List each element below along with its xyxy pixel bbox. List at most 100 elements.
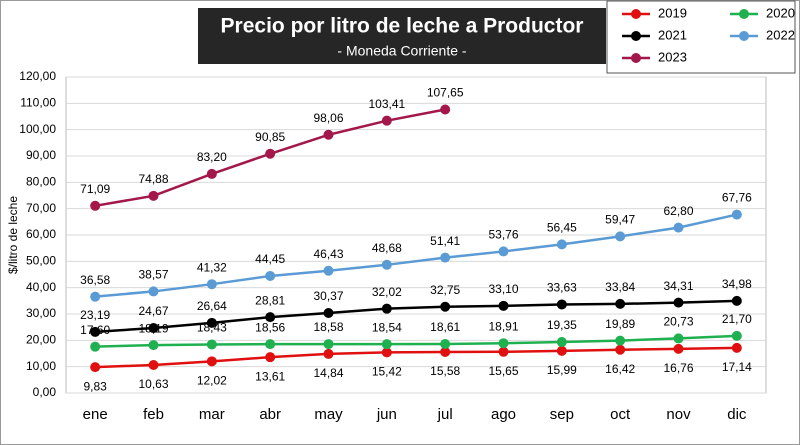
data-label: 14,84 xyxy=(313,366,343,380)
data-label: 34,31 xyxy=(663,279,693,293)
data-label: 107,65 xyxy=(427,86,464,100)
data-label: 18,58 xyxy=(313,320,343,334)
data-point xyxy=(673,333,684,344)
data-point xyxy=(556,345,567,356)
data-label: 48,68 xyxy=(372,241,402,255)
data-point xyxy=(323,348,334,359)
data-label: 15,99 xyxy=(547,363,577,377)
y-tick-label: 120,00 xyxy=(19,69,56,83)
data-point xyxy=(731,330,742,341)
data-label: 28,81 xyxy=(255,293,285,307)
data-point xyxy=(323,265,334,276)
data-point xyxy=(381,115,392,126)
x-tick-label: feb xyxy=(143,406,164,423)
data-point xyxy=(265,148,276,159)
data-label: 98,06 xyxy=(313,111,343,125)
data-label: 18,91 xyxy=(488,319,518,333)
legend-label: 2020 xyxy=(766,5,795,20)
data-point xyxy=(148,190,159,201)
data-point xyxy=(731,342,742,353)
data-label: 15,65 xyxy=(488,364,518,378)
x-tick-label: jul xyxy=(437,406,453,423)
legend-marker xyxy=(631,31,641,41)
legend-marker xyxy=(631,9,641,19)
data-point xyxy=(323,129,334,140)
legend-marker xyxy=(739,31,749,41)
y-tick-label: 90,00 xyxy=(26,148,56,162)
x-tick-label: ago xyxy=(491,406,516,423)
data-point xyxy=(265,270,276,281)
data-point xyxy=(556,239,567,250)
data-point xyxy=(381,259,392,270)
x-tick-label: nov xyxy=(666,406,691,423)
data-label: 53,76 xyxy=(488,228,518,242)
chart-subtitle: - Moneda Corriente - xyxy=(337,43,467,59)
x-tick-label: dic xyxy=(727,406,747,423)
data-label: 34,98 xyxy=(722,277,752,291)
data-point xyxy=(440,346,451,357)
data-label: 32,02 xyxy=(372,285,402,299)
data-point xyxy=(498,346,509,357)
series-line xyxy=(95,334,737,348)
data-point xyxy=(673,297,684,308)
data-label: 33,84 xyxy=(605,280,635,294)
data-point xyxy=(206,168,217,179)
y-tick-label: 80,00 xyxy=(26,175,56,189)
data-point xyxy=(148,286,159,297)
x-tick-label: mar xyxy=(199,406,225,423)
series-line xyxy=(95,346,737,369)
data-label: 23,19 xyxy=(80,308,110,322)
data-label: 36,58 xyxy=(80,273,110,287)
data-label: 13,61 xyxy=(255,369,285,383)
data-label: 33,10 xyxy=(488,282,518,296)
data-point xyxy=(440,252,451,263)
data-point xyxy=(90,341,101,352)
y-tick-label: 50,00 xyxy=(26,254,56,268)
series-line xyxy=(95,213,738,298)
data-label: 9,83 xyxy=(83,379,107,393)
data-label: 90,85 xyxy=(255,130,285,144)
data-point xyxy=(381,339,392,350)
y-tick-label: 60,00 xyxy=(26,227,56,241)
data-point xyxy=(731,209,742,220)
legend-label: 2021 xyxy=(658,27,687,42)
data-label: 74,88 xyxy=(138,172,168,186)
x-tick-label: jun xyxy=(376,406,397,423)
legend-marker xyxy=(631,53,641,63)
data-label: 32,75 xyxy=(430,283,460,297)
data-label: 44,45 xyxy=(255,252,285,266)
legend-label: 2023 xyxy=(658,49,687,64)
data-label: 30,37 xyxy=(313,289,343,303)
series-line xyxy=(95,299,737,334)
data-point xyxy=(323,339,334,350)
data-point xyxy=(265,312,276,323)
data-label: 103,41 xyxy=(368,97,405,111)
data-point xyxy=(615,231,626,242)
data-label: 67,76 xyxy=(722,191,752,205)
data-point xyxy=(381,303,392,314)
chart-title: Precio por litro de leche a Productor xyxy=(221,15,584,38)
data-label: 83,20 xyxy=(197,150,227,164)
data-label: 41,32 xyxy=(197,260,227,274)
data-label: 12,02 xyxy=(197,374,227,388)
data-label: 33,63 xyxy=(547,281,577,295)
title-box xyxy=(198,8,606,64)
data-label: 17,14 xyxy=(722,360,752,374)
x-tick-label: may xyxy=(314,406,343,423)
data-point xyxy=(498,300,509,311)
data-point xyxy=(615,344,626,355)
x-tick-label: ene xyxy=(83,406,108,423)
data-point xyxy=(731,295,742,306)
data-point xyxy=(206,339,217,350)
data-label: 18,56 xyxy=(255,320,285,334)
x-tick-label: sep xyxy=(550,406,574,423)
data-label: 19,35 xyxy=(547,318,577,332)
data-label: 46,43 xyxy=(313,247,343,261)
data-label: 59,47 xyxy=(605,213,635,227)
y-tick-label: 110,00 xyxy=(20,96,56,110)
data-label: 56,45 xyxy=(547,221,577,235)
y-tick-label: 40,00 xyxy=(26,280,56,294)
x-tick-label: oct xyxy=(610,406,631,423)
data-label: 71,09 xyxy=(80,182,110,196)
data-label: 18,61 xyxy=(430,320,460,334)
